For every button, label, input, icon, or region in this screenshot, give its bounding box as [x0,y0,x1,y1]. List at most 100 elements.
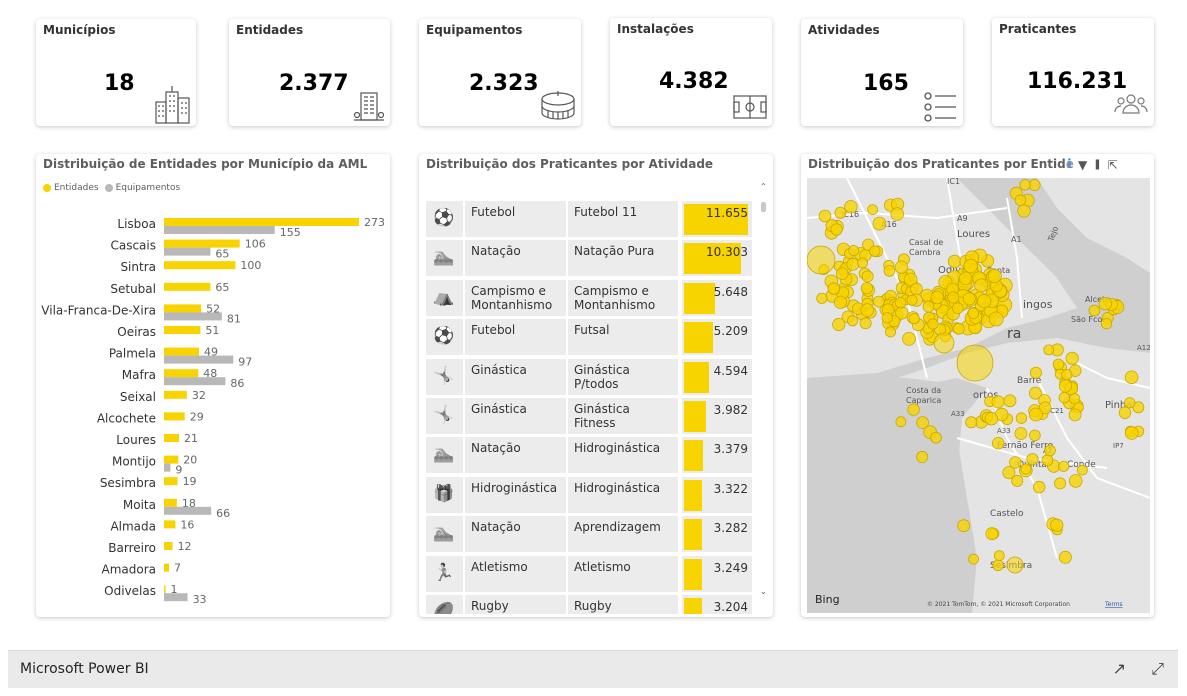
map-bubble[interactable] [1017,204,1031,218]
map-bubble[interactable] [1002,466,1016,480]
map-bubble[interactable] [947,254,962,269]
map-bubble[interactable] [930,431,942,444]
table-row[interactable]: 🤸 Ginástica Ginástica Fitness 3.982 [426,398,756,434]
map-bubble[interactable] [902,331,916,346]
scroll-up-arrow[interactable]: ⌃ [760,182,767,191]
map-bubble[interactable] [1124,426,1139,440]
table-row[interactable]: 🎁 Hidroginástica Hidroginástica 3.322 [426,476,756,513]
bar-equipamentos[interactable] [164,463,171,472]
bar-entidades[interactable] [164,585,166,594]
map-bubble[interactable] [1009,456,1022,469]
map-bubble[interactable] [1118,406,1132,419]
kpi-card-praticantes[interactable]: Praticantes 116.231 [992,18,1154,126]
map-bubble[interactable] [987,269,1002,284]
map-bubble[interactable] [947,291,960,304]
map-bubble[interactable] [1068,474,1083,488]
map-bubble[interactable] [1014,194,1027,207]
map-bubble[interactable] [1038,401,1052,415]
map-bubble[interactable] [1068,393,1081,405]
map-bubble-large[interactable] [807,245,836,275]
map-canvas[interactable]: IC1 IC16 A9 A16 A1 Casal de Cambra Loure… [807,178,1150,613]
map-bubble[interactable] [1088,304,1101,317]
map-bubble[interactable] [835,267,849,281]
bar-chart-card[interactable]: Distribuição de Entidades por Município … [36,154,390,617]
map-bubble[interactable] [1054,477,1067,490]
scroll-down-arrow[interactable]: ⌄ [760,587,767,596]
map-bubble[interactable] [1032,480,1046,494]
map-bubble[interactable] [922,300,935,313]
map-bubble[interactable] [958,271,973,286]
map-bubble[interactable] [827,282,840,295]
map-bubble[interactable] [1098,296,1113,311]
map-bubble[interactable] [907,403,920,416]
map-bubble[interactable] [1028,407,1043,422]
map-bubble[interactable] [1028,386,1042,400]
map-bubble[interactable] [1044,444,1056,457]
map-bubble[interactable] [867,204,878,216]
map-bubble[interactable] [860,282,874,295]
bar-entidades[interactable] [164,282,211,291]
map-bubble[interactable] [1015,412,1028,424]
map-bubble-large[interactable] [1006,556,1024,574]
map-bubble[interactable] [1019,179,1031,191]
map-bubble[interactable] [816,292,828,304]
map-bubble[interactable] [1052,358,1065,371]
map-bubble[interactable] [834,206,847,219]
map-bubble[interactable] [1076,464,1088,476]
info-icon[interactable]: ℹ [1067,157,1072,172]
bar-entidades[interactable] [164,412,185,421]
map-bubble[interactable] [952,322,965,335]
map-bubble[interactable] [1014,427,1028,440]
map-bubble[interactable] [1065,351,1079,365]
map-bubble[interactable] [847,315,859,327]
activity-table-card[interactable]: Distribuição dos Praticantes por Ativida… [419,154,773,617]
bar-entidades[interactable] [164,542,173,550]
map-bubble[interactable] [895,416,907,428]
bar-equipamentos[interactable] [164,226,275,234]
map-bubble[interactable] [1058,379,1073,393]
bar-equipamentos[interactable] [164,593,188,602]
map-bubble[interactable] [1050,518,1064,532]
map-bubble[interactable] [846,257,860,271]
bar-entidades[interactable] [164,498,177,507]
map-bubble[interactable] [881,312,893,324]
map-bubble[interactable] [985,527,999,541]
scroll-thumb[interactable] [761,202,766,212]
bar-entidades[interactable] [164,390,187,399]
table-row[interactable]: ⚽ Futebol Futsal 5.209 [426,319,756,356]
map-bubble[interactable] [906,294,918,306]
map-bubble[interactable] [962,292,976,306]
map-bubble[interactable] [993,550,1005,562]
map-bubble[interactable] [1041,454,1054,467]
map-bubble-large[interactable] [933,332,955,354]
map-bubble[interactable] [1100,318,1113,330]
bar-equipamentos[interactable] [164,506,212,515]
map-bubble[interactable] [1061,369,1073,381]
map-bubble[interactable] [916,416,929,429]
bar-entidades[interactable] [164,326,201,334]
filter-icon[interactable]: ▼ [1077,157,1088,172]
bar-entidades[interactable] [164,563,169,572]
map-bubble[interactable] [1029,429,1041,442]
fullscreen-icon[interactable]: ⤢ [1151,659,1164,678]
map-terms-link[interactable]: Terms [1104,601,1123,608]
table-row[interactable]: 🏊 Natação Hidroginástica 3.379 [426,437,756,474]
map-bubble[interactable] [927,318,939,330]
map-bubble[interactable] [830,223,843,236]
bar-entidades[interactable] [164,218,359,226]
table-body[interactable]: ⚽ Futebol Futebol 11 11.655 🏊 Natação Natação … [419,201,759,614]
map-bubble[interactable] [984,411,999,426]
kpi-card-instalacoes[interactable]: Instalações 4.382 [610,18,772,126]
map-bubble[interactable] [1124,397,1136,409]
map-bubble[interactable] [903,272,918,287]
map-bubble[interactable] [991,437,1005,450]
map-bubble[interactable] [894,260,909,274]
bar-entidades[interactable] [164,347,199,356]
table-scrollbar[interactable]: ⌃ ⌄ [758,182,770,604]
map-bubble[interactable] [967,307,980,320]
map-card[interactable]: Distribuição dos Praticantes por Entide … [801,154,1154,617]
map-bubble[interactable] [992,559,1004,572]
table-row[interactable]: ⛺ Campismo e Montanhismo Campismo e Montan… [426,279,756,316]
share-icon[interactable]: ↗ [1112,659,1126,678]
bar-entidades[interactable] [164,477,178,486]
